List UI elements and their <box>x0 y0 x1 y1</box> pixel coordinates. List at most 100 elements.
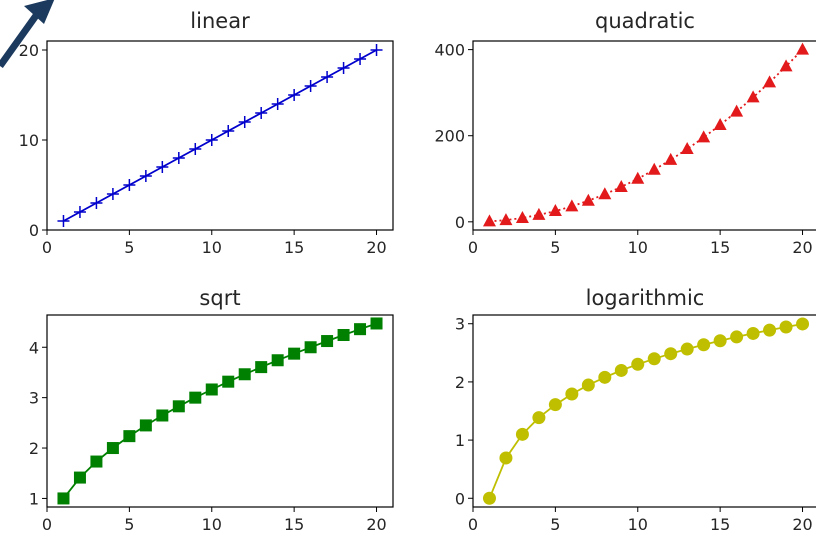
data-point <box>730 104 744 117</box>
subplot-logarithmic: logarithmic 0 5 10 15 20 0 1 2 3 <box>455 286 816 534</box>
data-point <box>746 90 760 103</box>
data-point <box>288 89 301 101</box>
x-tick-label: 0 <box>468 515 478 534</box>
data-point <box>746 326 760 340</box>
data-point <box>304 80 317 92</box>
data-point <box>664 152 678 165</box>
data-point <box>796 317 810 331</box>
data-point <box>664 347 678 361</box>
data-point <box>189 143 202 155</box>
x-tick-label: 5 <box>124 515 134 534</box>
data-point <box>581 193 595 206</box>
y-tick-label: 4 <box>29 338 39 357</box>
x-tick-label: 5 <box>550 238 560 257</box>
data-point <box>680 342 694 356</box>
data-point <box>532 411 546 425</box>
x-tick-label: 20 <box>366 238 386 257</box>
x-tick-label: 0 <box>42 515 52 534</box>
data-point <box>73 206 86 218</box>
y-tick-label: 1 <box>455 431 465 450</box>
data-point <box>796 42 810 55</box>
data-point <box>370 44 383 56</box>
data-point <box>614 179 628 192</box>
y-tick-label: 0 <box>455 213 465 232</box>
axes-frame <box>472 314 816 508</box>
data-point <box>697 130 711 143</box>
x-tick-label: 0 <box>468 238 478 257</box>
y-tick-label: 2 <box>29 439 39 458</box>
data-point <box>337 329 350 342</box>
data-point <box>205 134 218 146</box>
data-point <box>73 471 86 484</box>
subplot-linear: linear 0 5 10 15 20 0 10 20 <box>19 9 394 257</box>
y-tick-label: 3 <box>455 315 465 334</box>
arrow-up-right-icon <box>0 7 43 69</box>
subplot-linear-title: linear <box>190 9 250 33</box>
y-tick-label: 200 <box>434 127 465 146</box>
data-point <box>255 361 268 374</box>
arrow-head <box>24 0 55 24</box>
x-tick-label: 15 <box>710 238 730 257</box>
data-point <box>222 375 235 388</box>
data-point <box>238 368 251 381</box>
y-tick-label: 20 <box>19 41 39 60</box>
x-tick-label: 10 <box>202 515 222 534</box>
data-point <box>90 455 103 468</box>
data-point <box>139 170 152 182</box>
data-point <box>730 330 744 344</box>
data-point <box>57 492 70 505</box>
data-point <box>499 451 513 465</box>
data-point <box>565 387 579 401</box>
data-point <box>370 317 383 330</box>
data-point <box>288 347 301 360</box>
y-tick-label: 400 <box>434 41 465 60</box>
axes-frame <box>46 314 394 508</box>
data-point <box>321 71 334 83</box>
data-point <box>106 442 119 455</box>
data-point <box>631 171 645 184</box>
data-point <box>172 152 185 164</box>
data-point <box>321 335 334 348</box>
y-tick-label: 2 <box>455 373 465 392</box>
x-tick-label: 15 <box>284 515 304 534</box>
y-tick-label: 3 <box>29 389 39 408</box>
data-point <box>548 398 562 412</box>
subplot-sqrt: sqrt 0 5 10 15 20 1 2 3 4 <box>29 286 394 534</box>
data-point <box>156 161 169 173</box>
data-point <box>271 354 284 367</box>
data-point <box>614 363 628 377</box>
data-point <box>139 419 152 432</box>
series-line <box>488 323 803 499</box>
y-tick-label: 0 <box>455 489 465 508</box>
data-point <box>779 320 793 334</box>
data-point <box>680 142 694 155</box>
data-point <box>189 391 202 404</box>
x-tick-label: 10 <box>202 238 222 257</box>
x-tick-label: 15 <box>710 515 730 534</box>
data-point <box>57 215 70 227</box>
data-point <box>631 357 645 371</box>
data-point <box>156 409 169 422</box>
x-tick-label: 10 <box>628 238 648 257</box>
data-point <box>499 213 513 226</box>
data-point <box>354 323 367 336</box>
data-point <box>106 188 119 200</box>
x-tick-label: 20 <box>792 238 812 257</box>
y-tick-label: 1 <box>29 489 39 508</box>
data-point <box>123 179 136 191</box>
data-point <box>779 59 793 72</box>
x-tick-label: 10 <box>628 515 648 534</box>
data-point <box>697 338 711 352</box>
data-point <box>304 341 317 354</box>
subplot-logarithmic-title: logarithmic <box>586 286 705 310</box>
series-line <box>489 48 804 223</box>
data-point <box>565 199 579 212</box>
data-point <box>205 383 218 396</box>
x-tick-label: 5 <box>124 238 134 257</box>
data-point <box>515 210 529 223</box>
data-point <box>532 207 546 220</box>
x-tick-label: 5 <box>550 515 560 534</box>
x-tick-label: 15 <box>284 238 304 257</box>
